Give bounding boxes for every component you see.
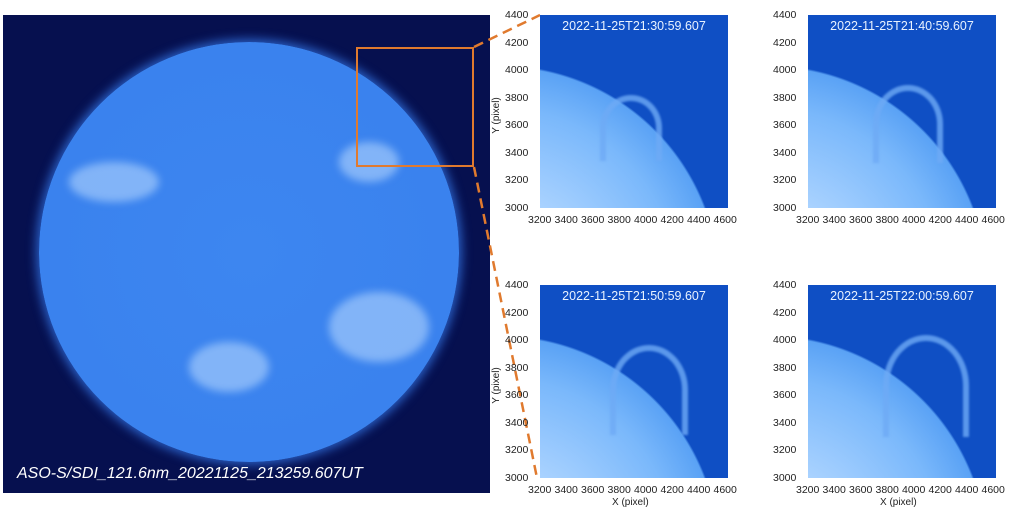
x-tick-label: 3400	[822, 484, 846, 496]
y-tick-label: 3800	[505, 91, 529, 104]
y-tick-label: 3200	[773, 444, 797, 456]
zoom-panel: 2022-11-25T21:30:59.607	[540, 15, 728, 208]
x-axis-label: X (pixel)	[612, 497, 649, 508]
x-tick-label: 4000	[634, 484, 658, 496]
y-tick-label: 3600	[773, 389, 797, 401]
x-tick-label: 3600	[581, 214, 605, 226]
x-tick-label: 3600	[849, 214, 873, 226]
full-disk-image: ASO-S/SDI_121.6nm_20221125_213259.607UT	[3, 15, 490, 493]
y-tick-label: 3400	[505, 416, 529, 429]
x-tick-label: 4200	[928, 214, 952, 226]
x-tick-label: 4400	[687, 214, 711, 226]
panel-timestamp: 2022-11-25T21:30:59.607	[562, 19, 706, 33]
y-tick-label: 3400	[773, 146, 797, 159]
y-tick-label: 4000	[505, 64, 529, 76]
prominence	[873, 85, 943, 163]
y-tick-label: 4200	[505, 306, 529, 319]
x-tick-label: 3400	[554, 484, 578, 496]
y-tick-label: 3800	[505, 361, 529, 374]
full-disk-label: ASO-S/SDI_121.6nm_20221125_213259.607UT	[17, 465, 363, 482]
x-tick-label: 4400	[955, 484, 979, 496]
y-tick-label: 3000	[773, 201, 797, 214]
y-tick-label: 3800	[773, 91, 797, 104]
x-tick-label: 3400	[822, 214, 846, 226]
x-tick-label: 4000	[902, 214, 926, 226]
x-tick-label: 3800	[607, 214, 631, 226]
y-tick-label: 3000	[773, 471, 797, 484]
y-tick-label: 4200	[505, 36, 529, 49]
y-tick-label: 4400	[505, 9, 529, 21]
y-tick-label: 3600	[505, 119, 529, 131]
y-tick-label: 4200	[773, 36, 797, 49]
panel-timestamp: 2022-11-25T21:40:59.607	[830, 19, 974, 33]
panel-timestamp: 2022-11-25T21:50:59.607	[562, 289, 706, 303]
x-tick-label: 4400	[687, 484, 711, 496]
panel-timestamp: 2022-11-25T22:00:59.607	[830, 289, 974, 303]
x-tick-label: 4000	[902, 484, 926, 496]
y-tick-label: 3200	[773, 174, 797, 186]
y-tick-label: 3200	[505, 444, 529, 456]
y-tick-label: 4000	[773, 64, 797, 76]
y-tick-label: 3400	[505, 146, 529, 159]
y-axis-label: Y (pixel)	[490, 97, 502, 134]
y-tick-label: 3800	[773, 361, 797, 374]
x-tick-label: 4200	[928, 484, 952, 496]
x-tick-label: 3600	[581, 484, 605, 496]
x-tick-label: 3200	[796, 214, 820, 226]
y-tick-label: 3000	[505, 201, 529, 214]
y-tick-label: 4000	[505, 334, 529, 346]
x-axis-label: X (pixel)	[880, 497, 917, 508]
x-tick-label: 4200	[660, 484, 684, 496]
y-tick-label: 3400	[773, 416, 797, 429]
y-tick-label: 3600	[505, 389, 529, 401]
y-tick-label: 3200	[505, 174, 529, 186]
zoom-panel: 2022-11-25T21:40:59.607	[808, 15, 996, 208]
zoom-panel: 2022-11-25T22:00:59.607	[808, 285, 996, 478]
x-tick-label: 4600	[981, 214, 1005, 226]
y-tick-label: 4000	[773, 334, 797, 346]
x-tick-label: 4600	[713, 484, 737, 496]
y-tick-label: 4400	[505, 279, 529, 291]
zoom-panel: 2022-11-25T21:50:59.607	[540, 285, 728, 478]
prominence	[883, 335, 969, 437]
y-tick-label: 3000	[505, 471, 529, 484]
y-axis-label: Y (pixel)	[490, 367, 502, 404]
x-tick-label: 4600	[981, 484, 1005, 496]
prominence	[610, 345, 688, 435]
prominence	[600, 95, 662, 161]
x-tick-label: 4000	[634, 214, 658, 226]
x-tick-label: 3800	[875, 214, 899, 226]
x-tick-label: 3200	[528, 214, 552, 226]
x-tick-label: 3800	[607, 484, 631, 496]
y-tick-label: 3600	[773, 119, 797, 131]
x-tick-label: 4400	[955, 214, 979, 226]
x-tick-label: 3200	[528, 484, 552, 496]
x-tick-label: 3400	[554, 214, 578, 226]
x-tick-label: 3600	[849, 484, 873, 496]
x-tick-label: 3200	[796, 484, 820, 496]
x-tick-label: 4200	[660, 214, 684, 226]
y-tick-label: 4400	[773, 9, 797, 21]
y-tick-label: 4200	[773, 306, 797, 319]
y-tick-label: 4400	[773, 279, 797, 291]
x-tick-label: 3800	[875, 484, 899, 496]
zoom-region-box	[356, 47, 474, 167]
solar-disk	[39, 42, 459, 462]
x-tick-label: 4600	[713, 214, 737, 226]
